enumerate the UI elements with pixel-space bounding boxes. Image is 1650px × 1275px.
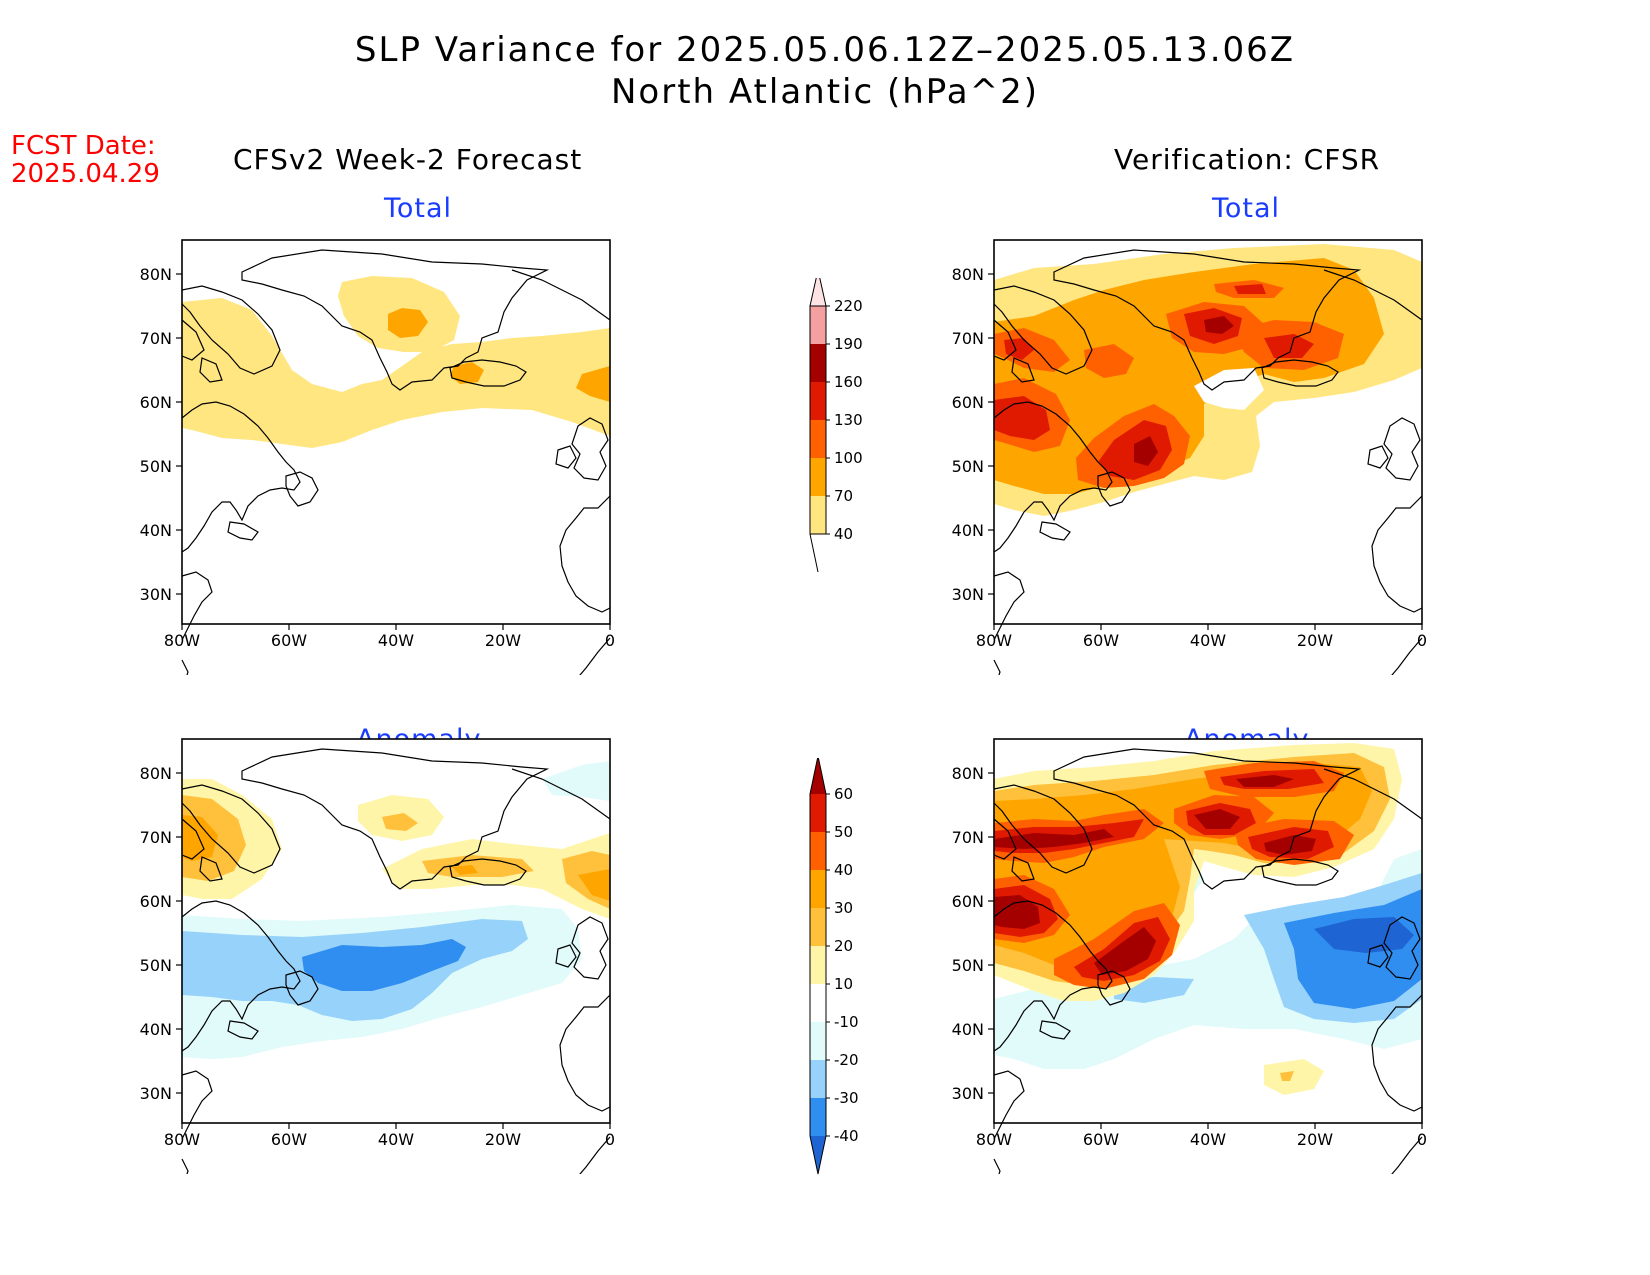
- column-heading-forecast: CFSv2 Week-2 Forecast: [233, 143, 583, 176]
- colorbar-tick-label: -30: [834, 1089, 859, 1107]
- lat-tick-label: 50N: [140, 457, 172, 476]
- verification-total-map: 80W 60W 40W 20W 0 80N 70N 60N 50N 40N 30N: [952, 239, 1427, 675]
- colorbar-tick-label: 100: [834, 449, 863, 467]
- colorbar-box: [810, 1022, 826, 1060]
- lat-tick-label: 30N: [140, 585, 172, 604]
- lon-tick-label: 0: [605, 631, 615, 650]
- forecast-anomaly-map: 80W 60W 40W 20W 0 80N 70N 60N 50N 40N 30N: [140, 738, 615, 1174]
- colorbar-tick-label: 10: [834, 975, 853, 993]
- lat-tick-label: 60N: [140, 892, 172, 911]
- fcst-date-value: 2025.04.29: [11, 159, 160, 189]
- colorbar-tick-label: 130: [834, 411, 863, 429]
- lat-tick-label: 40N: [140, 521, 172, 540]
- lat-tick-label: 70N: [140, 828, 172, 847]
- colorbar-bottom-tail: [809, 533, 819, 573]
- lat-tick-label: 50N: [140, 956, 172, 975]
- forecast-anomaly-shading: [182, 761, 610, 1059]
- colorbar-tick-label: 60: [834, 785, 853, 803]
- lat-tick-label: 30N: [952, 1084, 984, 1103]
- colorbar-box: [810, 908, 826, 946]
- lon-tick-label: 80W: [976, 1130, 1012, 1149]
- lat-tick-label: 70N: [952, 828, 984, 847]
- lon-tick-label: 80W: [164, 631, 200, 650]
- colorbar-top-cap: [809, 278, 827, 307]
- verification-anomaly-map: 80W 60W 40W 20W 0 80N 70N 60N 50N 40N 30N: [952, 738, 1427, 1174]
- colorbar-box: [810, 1060, 826, 1098]
- lat-tick-label: 70N: [952, 329, 984, 348]
- lat-tick-label: 40N: [952, 521, 984, 540]
- colorbar-tick-label: 220: [834, 297, 863, 315]
- lat-tick-label: 70N: [140, 329, 172, 348]
- colorbar-box: [810, 420, 826, 458]
- colorbar-tick-label: 40: [834, 861, 853, 879]
- lon-tick-label: 0: [605, 1130, 615, 1149]
- colorbar-box: [810, 984, 826, 1022]
- colorbar-tick-label: 50: [834, 823, 853, 841]
- colorbar-bottom-cap: [810, 1136, 826, 1174]
- forecast-total-map: 80W 60W 40W 20W 0 80N 70N 60N 50N 40N 30N: [140, 239, 615, 675]
- colorbar-tick-label: 160: [834, 373, 863, 391]
- colorbar-tick-label: -10: [834, 1013, 859, 1031]
- main-subtitle: North Atlantic (hPa^2): [610, 72, 1039, 112]
- lon-tick-label: 20W: [485, 631, 521, 650]
- fcst-date-label: FCST Date:: [11, 131, 156, 161]
- panel-title-verification-total: Total: [1212, 193, 1281, 224]
- colorbar-box: [810, 1098, 826, 1136]
- lon-tick-label: 0: [1417, 631, 1427, 650]
- lat-tick-label: 60N: [952, 892, 984, 911]
- colorbar-tick-label: 70: [834, 487, 853, 505]
- colorbar-box: [810, 306, 826, 344]
- colorbar-tick-label: 20: [834, 937, 853, 955]
- colorbar-top-cap: [810, 758, 826, 794]
- lat-tick-label: 60N: [140, 393, 172, 412]
- lat-tick-label: 80N: [952, 265, 984, 284]
- lon-tick-label: 60W: [1083, 631, 1119, 650]
- colorbar-box: [810, 382, 826, 420]
- lon-tick-label: 40W: [378, 1130, 414, 1149]
- column-heading-verification: Verification: CFSR: [1114, 143, 1381, 176]
- lat-tick-label: 80N: [952, 764, 984, 783]
- lat-tick-label: 30N: [140, 1084, 172, 1103]
- anomaly-colorbar: -40 -30 -20 -10 10 20 30 40 50 60: [809, 758, 859, 1175]
- lat-tick-label: 40N: [140, 1020, 172, 1039]
- colorbar-box: [810, 496, 826, 534]
- colorbar-box: [810, 344, 826, 382]
- lon-tick-label: 60W: [271, 1130, 307, 1149]
- colorbar-tick-label: 30: [834, 899, 853, 917]
- lon-tick-label: 60W: [1083, 1130, 1119, 1149]
- lon-tick-label: 40W: [1190, 631, 1226, 650]
- colorbar-tick-label: 40: [834, 525, 853, 543]
- lon-tick-label: 20W: [485, 1130, 521, 1149]
- panel-title-forecast-total: Total: [384, 193, 453, 224]
- colorbar-box: [810, 870, 826, 908]
- lat-tick-label: 80N: [140, 764, 172, 783]
- lat-tick-label: 50N: [952, 457, 984, 476]
- lon-tick-label: 20W: [1297, 1130, 1333, 1149]
- lat-tick-label: 60N: [952, 393, 984, 412]
- lon-tick-label: 80W: [976, 631, 1012, 650]
- main-title: SLP Variance for 2025.05.06.12Z–2025.05.…: [354, 30, 1296, 70]
- colorbar-box: [810, 946, 826, 984]
- lat-tick-label: 40N: [952, 1020, 984, 1039]
- lon-tick-label: 80W: [164, 1130, 200, 1149]
- lon-tick-label: 60W: [271, 631, 307, 650]
- colorbar-box: [810, 458, 826, 496]
- colorbar-box: [810, 832, 826, 870]
- colorbar-tick-label: -40: [834, 1127, 859, 1145]
- forecast-total-shading: [182, 276, 610, 448]
- verification-total-shading: [994, 244, 1422, 516]
- lat-tick-label: 50N: [952, 956, 984, 975]
- colorbar-tick-label: -20: [834, 1051, 859, 1069]
- colorbar-tick-label: 190: [834, 335, 863, 353]
- lon-tick-label: 40W: [1190, 1130, 1226, 1149]
- lat-tick-label: 80N: [140, 265, 172, 284]
- total-colorbar: 40 70 100 130 160 190 220: [809, 278, 863, 573]
- lon-tick-label: 20W: [1297, 631, 1333, 650]
- colorbar-box: [810, 794, 826, 832]
- lon-tick-label: 0: [1417, 1130, 1427, 1149]
- lat-tick-label: 30N: [952, 585, 984, 604]
- verification-anomaly-shading: [994, 743, 1422, 1095]
- lon-tick-label: 40W: [378, 631, 414, 650]
